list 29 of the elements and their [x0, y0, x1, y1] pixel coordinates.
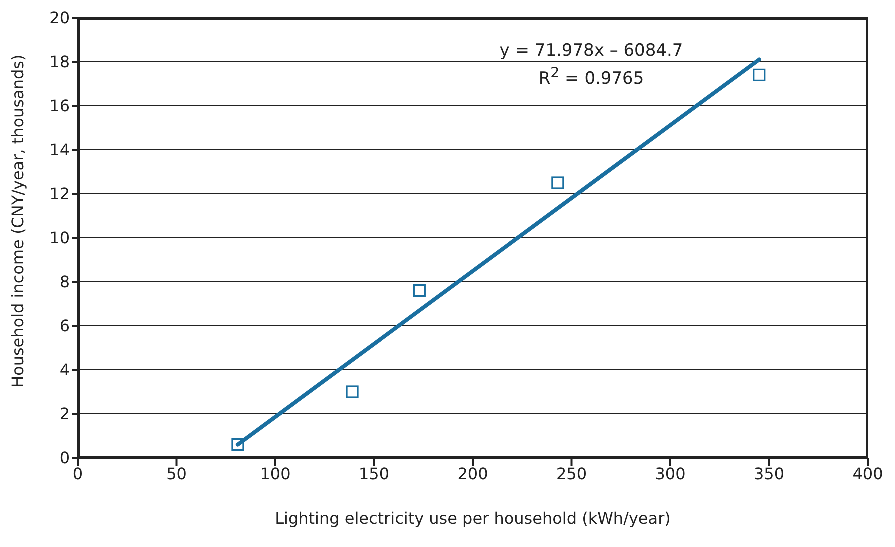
point	[413, 284, 426, 298]
point	[232, 438, 244, 452]
x-tick-label: 100	[260, 464, 291, 484]
y-tick-label: 14	[50, 140, 70, 160]
y-tick-label: 0	[60, 448, 70, 468]
x-tick-label: 0	[72, 464, 84, 484]
point	[753, 68, 766, 82]
x-tick-label: 300	[655, 464, 686, 484]
y-tick-label: 12	[50, 184, 70, 204]
x-tick-label: 200	[458, 464, 488, 484]
annotation: y = 71.978x – 6084.7	[500, 41, 684, 61]
x-axis-title: Lighting electricity use per household (kWh/year)	[275, 509, 671, 528]
x-tick-label: 250	[556, 464, 588, 484]
x-tick-label: 50	[166, 464, 187, 484]
y-tick-label: 2	[60, 404, 70, 424]
y-tick-label: 6	[60, 316, 70, 336]
y-tick-label: 4	[60, 360, 70, 380]
y-tick-label: 20	[50, 8, 70, 28]
point	[552, 176, 564, 190]
x-tick-label: 150	[358, 464, 390, 484]
annotation: R$^{2}$ = 0.9765	[538, 65, 644, 89]
point	[346, 386, 359, 398]
x-tick-label: 400	[852, 464, 884, 484]
x-tick-label: 350	[754, 464, 785, 484]
y-axis-title: Household income (CNY/year, thousands)	[8, 54, 28, 388]
y-tick-label: 18	[50, 52, 70, 72]
y-tick-label: 10	[50, 228, 70, 248]
y-tick-label: 16	[50, 96, 70, 116]
y-tick-label: 8	[60, 272, 70, 292]
